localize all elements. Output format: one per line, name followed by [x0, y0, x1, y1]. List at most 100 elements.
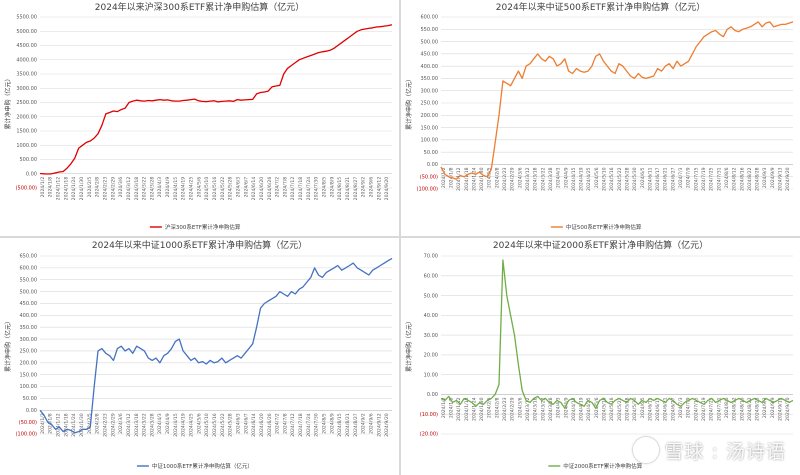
y-tick-label: 300.00 [20, 337, 38, 343]
y-tick-label: 550.00 [20, 277, 38, 283]
data-point [190, 99, 191, 100]
data-point [155, 100, 156, 101]
data-point [642, 77, 643, 78]
data-point [74, 157, 75, 158]
series-line [39, 24, 393, 175]
data-point [750, 400, 751, 401]
y-tick-label: 0.00 [26, 408, 37, 414]
data-point [171, 348, 172, 349]
data-point [510, 85, 511, 86]
data-point [529, 63, 530, 64]
x-tick-label: 2024/5/30 [632, 397, 638, 421]
x-tick-label: 2024/1/30 [479, 167, 485, 191]
x-tick-label: 2024/8/22 [747, 167, 753, 191]
data-point [190, 360, 191, 361]
data-point [51, 173, 52, 174]
x-tick-label: 2024/7/24 [306, 177, 312, 201]
x-tick-label: 2024/1/12 [56, 413, 62, 437]
x-tick-label: 2024/8/28 [755, 397, 761, 421]
data-point [268, 91, 269, 92]
data-point [727, 29, 728, 30]
data-point [611, 404, 612, 405]
data-point [124, 108, 125, 109]
data-point [572, 398, 573, 399]
data-point [333, 267, 334, 268]
x-tick-label: 2024/6/11 [647, 397, 653, 421]
x-tick-label: 2024/3/18 [533, 167, 539, 191]
data-point [514, 335, 515, 336]
data-point [275, 296, 276, 297]
data-point [70, 163, 71, 164]
data-point [556, 400, 557, 401]
x-tick-label: 2024/7/9 [686, 167, 692, 188]
y-tick-label: 1000.00 [16, 143, 37, 149]
y-tick-label: 450.00 [421, 52, 439, 58]
x-tick-label: 2024/9/20 [785, 167, 791, 191]
data-point [171, 100, 172, 101]
data-point [163, 355, 164, 356]
data-point [360, 270, 361, 271]
data-point [584, 406, 585, 407]
x-tick-label: 2024/4/19 [181, 413, 187, 437]
data-point [696, 46, 697, 47]
data-point [39, 410, 40, 411]
x-tick-label: 2024/9/9 [770, 397, 776, 418]
x-tick-label: 2024/3/12 [126, 413, 132, 437]
y-tick-label: (20.00) [420, 432, 438, 438]
data-point [283, 73, 284, 74]
x-tick-label: 2024/8/21 [345, 413, 351, 437]
data-point [63, 171, 64, 172]
data-point [553, 58, 554, 59]
data-point [595, 408, 596, 409]
x-tick-label: 2024/8/22 [747, 397, 753, 421]
data-point [614, 73, 615, 74]
data-point [368, 28, 369, 29]
data-point [252, 343, 253, 344]
data-point [78, 431, 79, 432]
data-point [59, 171, 60, 172]
data-point [452, 177, 453, 178]
data-point [314, 267, 315, 268]
data-point [754, 398, 755, 399]
data-point [460, 404, 461, 405]
data-point [241, 357, 242, 358]
y-tick-label: (10.00) [420, 412, 438, 418]
data-point [159, 362, 160, 363]
data-point [217, 101, 218, 102]
x-tick-label: 2024/4/15 [571, 397, 577, 421]
data-point [734, 400, 735, 401]
data-point [626, 402, 627, 403]
data-point [591, 66, 592, 67]
y-tick-label: 250.00 [20, 349, 38, 355]
x-tick-label: 2024/4/25 [586, 167, 592, 191]
x-tick-label: 2024/5/28 [624, 397, 630, 421]
data-point [260, 92, 261, 93]
data-point [448, 396, 449, 397]
data-point [765, 23, 766, 24]
data-point [669, 398, 670, 399]
data-point [444, 400, 445, 401]
data-point [622, 400, 623, 401]
x-tick-label: 2024/6/5 [640, 397, 646, 418]
x-tick-label: 2024/5/28 [228, 177, 234, 201]
data-point [680, 66, 681, 67]
x-tick-label: 2024/7/30 [314, 177, 320, 201]
chart-title: 2024年以来中证1000系ETF累计净申购估算（亿元） [92, 239, 307, 251]
data-point [264, 303, 265, 304]
data-point [576, 68, 577, 69]
x-tick-label: 2024/8/12 [732, 167, 738, 191]
data-point [572, 73, 573, 74]
chart-title: 2024年以来沪深300系ETF累计净申购估算（亿元） [95, 1, 304, 13]
x-tick-label: 2024/4/19 [579, 397, 585, 421]
data-point [568, 70, 569, 71]
x-tick-label: 2024/9/9 [770, 167, 776, 188]
data-point [51, 424, 52, 425]
x-tick-label: 2024/1/18 [464, 397, 470, 421]
x-tick-label: 2024/4/19 [181, 177, 187, 201]
data-point [750, 26, 751, 27]
x-tick-label: 2024/2/5 [487, 167, 493, 188]
x-tick-label: 2024/9/3 [762, 397, 768, 418]
data-point [337, 45, 338, 46]
data-point [537, 53, 538, 54]
data-point [653, 400, 654, 401]
